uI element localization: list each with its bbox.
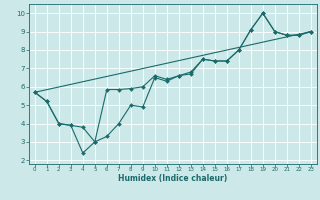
X-axis label: Humidex (Indice chaleur): Humidex (Indice chaleur) [118, 174, 228, 183]
